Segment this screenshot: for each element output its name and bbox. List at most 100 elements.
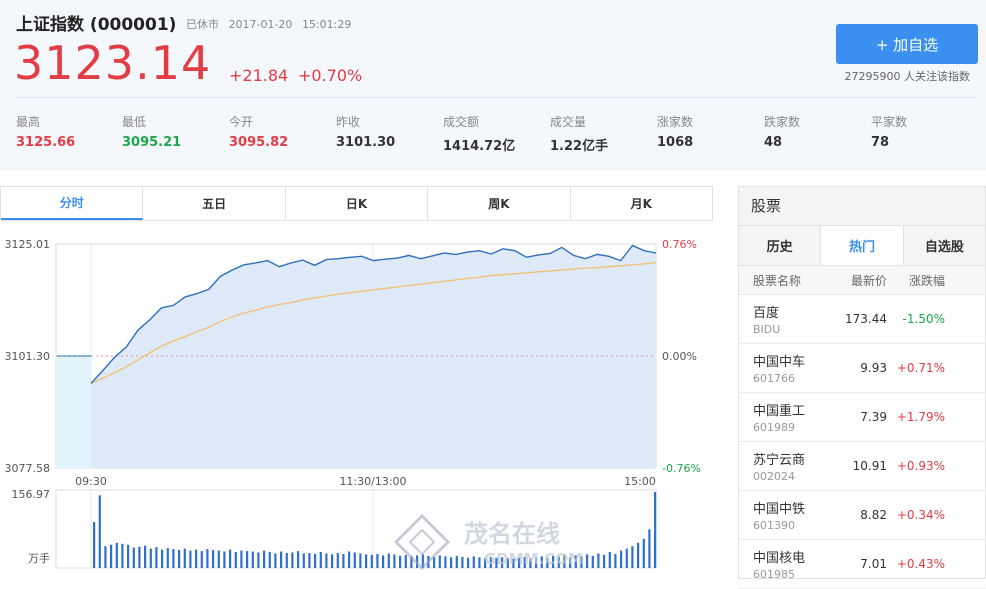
tab-watchlist[interactable]: 自选股 bbox=[903, 226, 985, 265]
tab-history[interactable]: 历史 bbox=[739, 226, 822, 265]
stock-row[interactable]: 百度 BIDU 173.44 -1.50% bbox=[739, 295, 985, 344]
stat-value: 1414.72亿 bbox=[443, 139, 516, 154]
volume-bar bbox=[410, 556, 413, 568]
volume-bar bbox=[257, 552, 260, 568]
stock-change: +1.79% bbox=[896, 410, 945, 424]
stock-name: 中国中铁 bbox=[753, 502, 806, 517]
volume-bar bbox=[348, 551, 351, 568]
tab-weekly-k[interactable]: 周K bbox=[428, 187, 571, 220]
stock-name: 苏宁云商 bbox=[753, 453, 806, 468]
volume-bar bbox=[212, 550, 215, 568]
volume-bar bbox=[382, 555, 385, 568]
stock-row[interactable]: 中国核电 601985 7.01 +0.43% bbox=[739, 540, 985, 589]
volume-bar bbox=[501, 557, 504, 568]
volume-bar bbox=[178, 550, 181, 568]
stock-row[interactable]: 中国重工 601989 7.39 +1.79% bbox=[739, 393, 985, 442]
volume-bar bbox=[302, 553, 305, 568]
volume-unit-label: 万手 bbox=[28, 551, 50, 565]
price-change-percent: +0.70% bbox=[298, 66, 363, 85]
stock-identity: 苏宁云商 002024 bbox=[739, 449, 831, 483]
volume-bar bbox=[263, 550, 266, 568]
volume-bar bbox=[608, 552, 611, 568]
volume-bar bbox=[127, 544, 130, 568]
stock-identity: 中国重工 601989 bbox=[739, 400, 831, 434]
stat-label: 最低 bbox=[122, 115, 147, 129]
volume-bar bbox=[546, 557, 549, 568]
index-title: 上证指数 (000001) bbox=[16, 10, 176, 35]
stat-value: 48 bbox=[764, 135, 783, 150]
x-tick-label: 15:00 bbox=[624, 475, 656, 488]
stat-label: 成交量 bbox=[550, 115, 587, 129]
stat-label: 跌家数 bbox=[764, 115, 801, 129]
tab-monthly-k[interactable]: 月K bbox=[630, 197, 652, 211]
stock-sidebar: 股票 历史 热门 自选股 股票名称 最新价 涨跌幅 百度 BIDU 173.44 -1… bbox=[738, 186, 986, 589]
add-to-watchlist-button[interactable]: + 加自选 bbox=[836, 24, 978, 64]
volume-bar bbox=[631, 546, 634, 568]
stock-identity: 中国核电 601985 bbox=[739, 547, 831, 581]
market-status: 已休市 bbox=[186, 18, 219, 31]
stat-item: 平家数 78 bbox=[871, 113, 907, 150]
volume-bar bbox=[280, 551, 283, 568]
volume-bar bbox=[297, 551, 300, 568]
volume-bar bbox=[336, 553, 339, 568]
volume-bar bbox=[506, 558, 509, 568]
intraday-chart[interactable]: 3125.01 3101.30 3077.58 0.76% 0.00% -0.76% 09:… bbox=[0, 230, 720, 579]
volume-bar bbox=[308, 553, 311, 568]
volume-bar bbox=[614, 554, 617, 568]
price-line bbox=[90, 244, 657, 384]
stat-label: 成交额 bbox=[443, 115, 480, 129]
volume-bar bbox=[195, 549, 198, 568]
volume-bar bbox=[331, 554, 334, 568]
volume-bar bbox=[132, 547, 135, 568]
volume-bar bbox=[206, 549, 209, 568]
volume-bar bbox=[274, 553, 277, 568]
volume-bar bbox=[495, 557, 498, 568]
stat-label: 平家数 bbox=[871, 115, 908, 129]
stock-code: 601390 bbox=[753, 519, 795, 532]
volume-bar bbox=[580, 556, 583, 568]
volume-bar bbox=[597, 553, 600, 568]
volume-bar bbox=[416, 555, 419, 568]
volume-bar bbox=[478, 557, 481, 568]
tab-five-day[interactable]: 五日 bbox=[143, 187, 286, 220]
stock-identity: 百度 BIDU bbox=[739, 302, 831, 336]
tab-daily-k[interactable]: 日K bbox=[286, 187, 429, 220]
stat-label: 涨家数 bbox=[657, 115, 694, 129]
stock-row[interactable]: 中国中铁 601390 8.82 +0.34% bbox=[739, 491, 985, 540]
volume-bar bbox=[110, 544, 113, 568]
stock-name: 中国中车 bbox=[753, 355, 806, 370]
stock-list: 百度 BIDU 173.44 -1.50% 中国中车 601766 9.93 +0.71% 中国… bbox=[739, 295, 985, 589]
volume-bar bbox=[467, 557, 470, 568]
y-tick-label: 3125.01 bbox=[5, 238, 51, 251]
quote-time: 15:01:29 bbox=[301, 18, 352, 31]
volume-bar bbox=[251, 551, 254, 568]
stat-label: 最高 bbox=[16, 115, 41, 129]
volume-bar bbox=[325, 553, 328, 568]
stock-row[interactable]: 苏宁云商 002024 10.91 +0.93% bbox=[739, 442, 985, 491]
volume-bar bbox=[433, 556, 436, 568]
stat-item: 成交额 1414.72亿 bbox=[443, 113, 515, 154]
volume-bar bbox=[642, 538, 645, 568]
index-name: 上证指数 bbox=[16, 15, 84, 35]
sidebar-title: 股票 bbox=[739, 187, 985, 226]
volume-bar bbox=[569, 557, 572, 568]
volume-bar bbox=[189, 550, 192, 568]
stock-name: 中国重工 bbox=[753, 404, 806, 419]
volume-bar bbox=[557, 556, 560, 568]
tab-hot[interactable]: 热门 bbox=[821, 226, 904, 265]
volume-bar bbox=[455, 555, 458, 568]
volume-bar bbox=[172, 549, 175, 568]
stock-row[interactable]: 中国中车 601766 9.93 +0.71% bbox=[739, 344, 985, 393]
stock-name: 中国核电 bbox=[753, 551, 806, 566]
stat-value: 3095.21 bbox=[122, 135, 182, 150]
volume-bar bbox=[603, 554, 606, 568]
volume-bar bbox=[461, 556, 464, 568]
stock-identity: 中国中铁 601390 bbox=[739, 498, 831, 532]
volume-bar bbox=[438, 555, 441, 568]
tab-intraday[interactable]: 分时 bbox=[1, 187, 144, 220]
volume-bar bbox=[620, 550, 623, 568]
volume-bar bbox=[246, 551, 249, 568]
column-stock-name: 股票名称 bbox=[753, 273, 802, 288]
market-status-line: 已休市 2017-01-20 15:01:29 bbox=[186, 16, 351, 32]
volume-bar bbox=[648, 529, 651, 568]
